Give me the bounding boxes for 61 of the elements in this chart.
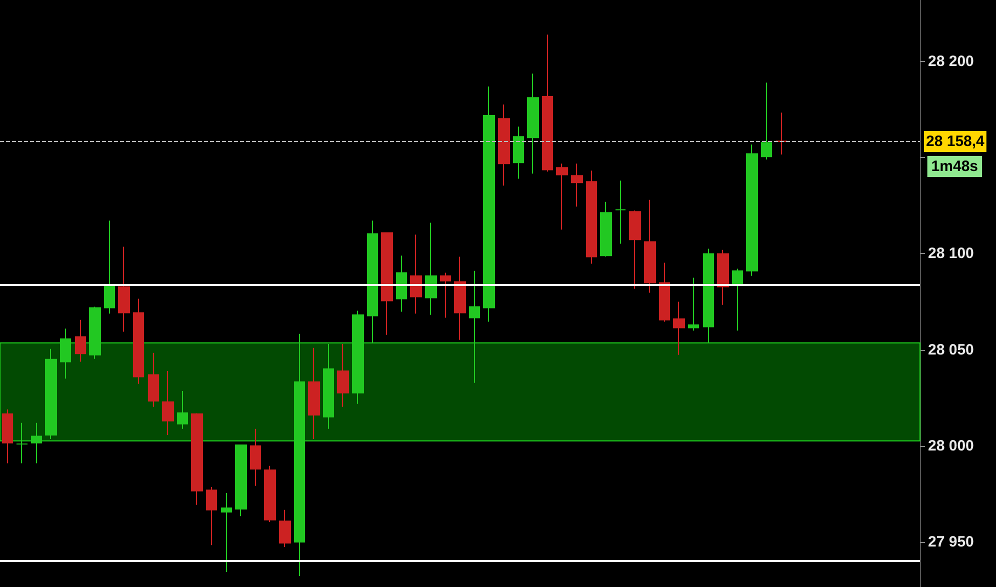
- candlestick: [45, 348, 57, 440]
- candlestick: [615, 180, 626, 244]
- candlestick: [556, 163, 568, 230]
- y-tick-label: 28 050: [928, 341, 974, 358]
- candlestick: [177, 390, 188, 430]
- candlestick: [381, 232, 393, 336]
- candlestick: [586, 170, 597, 264]
- candlestick: [250, 428, 261, 486]
- candlestick: [118, 246, 130, 332]
- candlestick: [337, 344, 349, 408]
- candlestick: [323, 344, 334, 430]
- y-tick-label: 27 950: [928, 534, 974, 551]
- candlestick: [264, 465, 276, 523]
- candlestick: [75, 319, 86, 362]
- candlestick: [162, 370, 174, 436]
- candlestick: [454, 256, 466, 340]
- candlestick: [469, 270, 480, 384]
- candlestick: [659, 262, 670, 322]
- candlestick: [542, 34, 553, 172]
- text: 1m48s: [931, 158, 978, 175]
- candlestick: [673, 301, 685, 356]
- candlestick: [732, 268, 743, 332]
- y-tick-label: 28 000: [928, 437, 974, 454]
- y-tick-label: 28 200: [928, 53, 974, 70]
- candlestick: [89, 306, 101, 360]
- candlestick: [629, 210, 641, 290]
- candlestick: [527, 73, 539, 174]
- candlestick: [221, 492, 232, 573]
- candlestick: [410, 234, 422, 314]
- candlestick: [191, 412, 203, 506]
- candlestick: [235, 444, 247, 517]
- candlestick: [483, 86, 495, 322]
- candlestick: [352, 310, 364, 404]
- candlestick: [600, 201, 612, 258]
- candlestick: [133, 298, 144, 384]
- candlestick: [60, 328, 71, 380]
- candlestick: [746, 144, 758, 276]
- ref-line-label: 28 158,4: [926, 132, 986, 150]
- y-tick-label: 28 100: [928, 245, 974, 262]
- candlestick: [440, 272, 451, 318]
- candlestick: [31, 422, 42, 464]
- candlestick: [644, 199, 656, 294]
- candlestick: [571, 163, 583, 208]
- candlestick: [717, 249, 729, 306]
- candlestick: [761, 82, 772, 160]
- candlestick: [16, 422, 28, 464]
- candlestick: [148, 352, 159, 408]
- candlestick: [513, 126, 524, 180]
- candlestick: [367, 220, 378, 344]
- candlestick: [2, 408, 13, 464]
- candlestick: [688, 277, 699, 332]
- candlestick: [104, 220, 115, 314]
- candlestick: [308, 347, 320, 440]
- candlestick: [425, 222, 437, 316]
- candlestick: [703, 248, 714, 344]
- candlestick: [776, 112, 787, 156]
- candlestick: [206, 486, 217, 546]
- candlestick: [294, 333, 305, 577]
- candlestick: [498, 104, 510, 186]
- candlestick: [396, 255, 407, 312]
- candlestick: [279, 509, 291, 548]
